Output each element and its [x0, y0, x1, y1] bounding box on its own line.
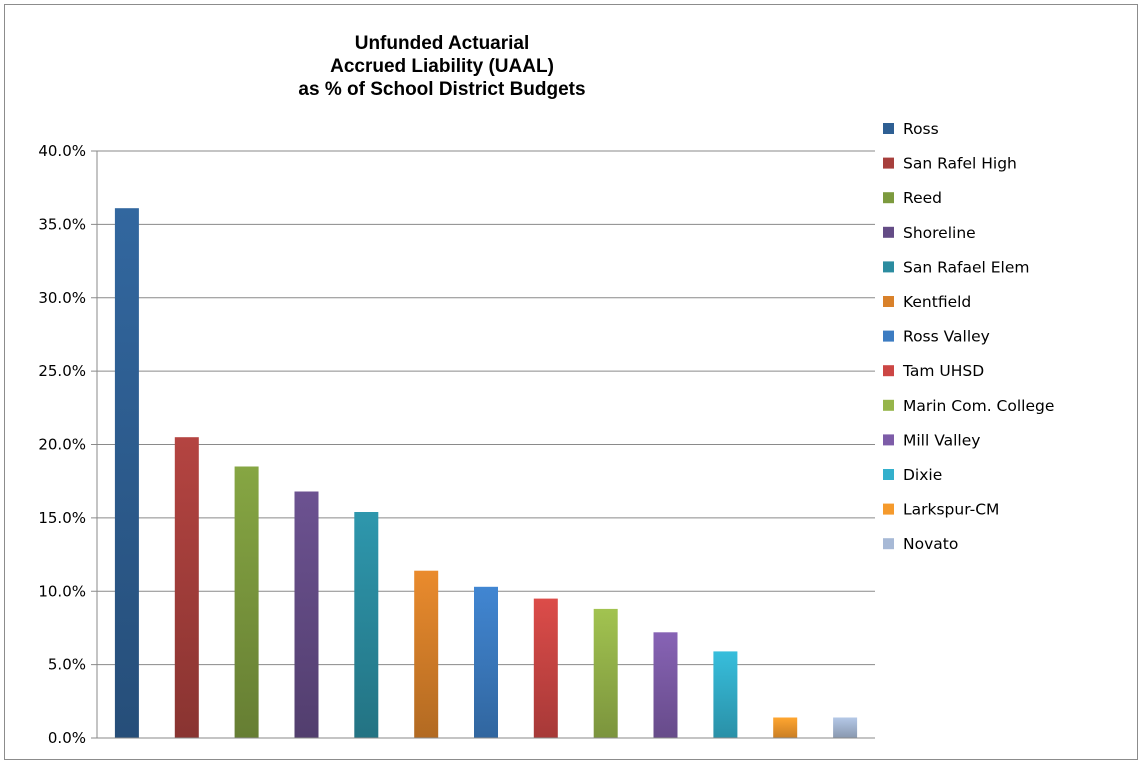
legend-label-san-rafael-elem: San Rafael Elem — [903, 258, 1029, 276]
legend-swatch-marin-com-college — [883, 399, 894, 411]
y-tick-label: 10.0% — [38, 582, 86, 600]
legend-label-kentfield: Kentfield — [903, 293, 971, 311]
bar-novato — [833, 717, 858, 738]
bar-kentfield — [414, 570, 439, 738]
y-tick-label: 40.0% — [38, 142, 86, 160]
y-axis-tick-labels: 0.0% 5.0% 10.0% 15.0% 20.0% 25.0% 30.0% 35.0% 40… — [38, 142, 86, 747]
legend-swatch-shoreline — [883, 226, 894, 238]
chart-title-line-1: Unfunded Actuarial — [354, 33, 530, 54]
bar-marin-com-college — [593, 608, 618, 738]
chart-title: Unfunded Actuarial Accrued Liability (UA… — [180, 32, 704, 101]
bar-mill-valley — [653, 632, 678, 738]
legend-label-tam-uhsd: Tam UHSD — [902, 362, 984, 380]
y-tick-label: 0.0% — [48, 729, 86, 747]
legend-label-ross: Ross — [903, 120, 939, 138]
legend-swatch-san-rafael-elem — [883, 261, 894, 273]
legend-swatch-ross-valley — [883, 330, 894, 342]
legend-label-novato: Novato — [903, 535, 958, 553]
y-tick-label: 30.0% — [38, 289, 86, 307]
axes — [96, 151, 875, 739]
legend-label-shoreline: Shoreline — [903, 224, 976, 242]
bar-ross — [114, 208, 139, 738]
y-tick-label: 25.0% — [38, 362, 86, 380]
bar-dixie — [713, 651, 738, 738]
bars — [114, 208, 858, 738]
legend-swatch-kentfield — [883, 296, 894, 307]
legend: Ross San Rafel High Reed Shoreline San Rafae… — [883, 120, 1054, 553]
chart-title-line-3: as % of School District Budgets — [298, 79, 586, 100]
legend-label-dixie: Dixie — [903, 466, 942, 484]
legend-swatch-dixie — [883, 469, 894, 480]
legend-swatch-san-rafel-high — [883, 157, 894, 169]
bar-san-rafel-high — [174, 437, 199, 738]
y-tick-label: 15.0% — [38, 509, 86, 527]
legend-swatch-larkspur-cm — [883, 503, 894, 515]
legend-swatch-ross — [883, 123, 894, 134]
legend-label-ross-valley: Ross Valley — [903, 328, 990, 346]
legend-swatch-tam-uhsd — [883, 365, 894, 377]
legend-swatch-reed — [883, 192, 894, 204]
bar-reed — [234, 466, 259, 738]
legend-label-mill-valley: Mill Valley — [903, 431, 980, 449]
legend-swatch-novato — [883, 538, 894, 550]
y-tick-label: 20.0% — [38, 436, 86, 454]
legend-label-marin-com-college: Marin Com. College — [903, 397, 1054, 415]
bar-shoreline — [294, 491, 319, 738]
legend-label-san-rafel-high: San Rafel High — [903, 155, 1017, 173]
y-tick-label: 35.0% — [38, 215, 86, 233]
bar-san-rafael-elem — [354, 512, 379, 738]
legend-label-larkspur-cm: Larkspur-CM — [903, 501, 999, 519]
bar-larkspur-cm — [773, 717, 798, 738]
legend-label-reed: Reed — [903, 189, 942, 207]
bar-ross-valley — [474, 586, 498, 738]
y-tick-label: 5.0% — [48, 656, 86, 674]
bar-tam-uhsd — [533, 598, 558, 738]
legend-swatch-mill-valley — [883, 434, 894, 446]
chart-title-line-2: Accrued Liability (UAAL) — [330, 56, 554, 77]
